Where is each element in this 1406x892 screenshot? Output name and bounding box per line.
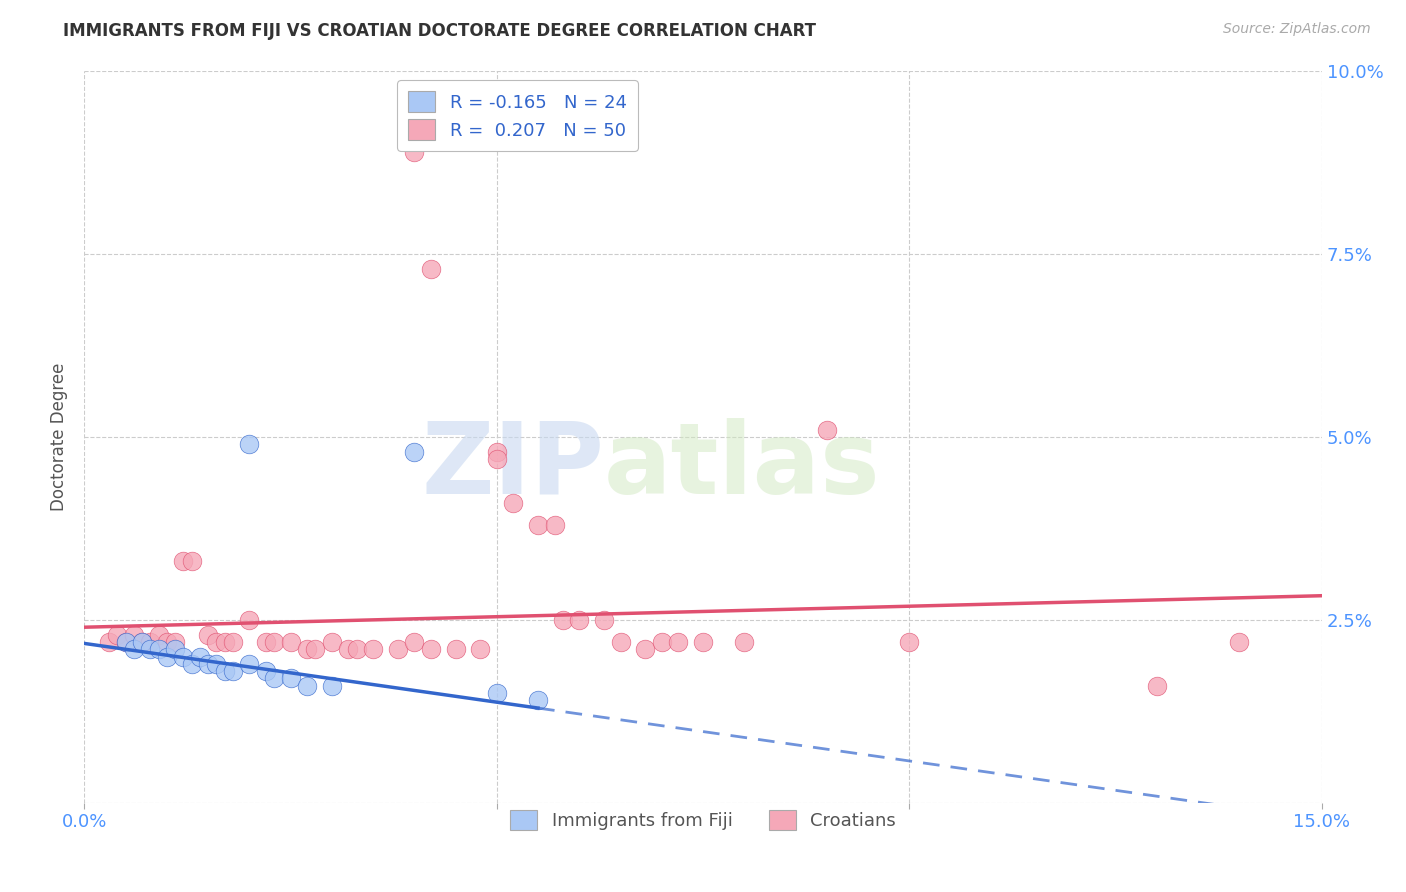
Point — [280, 635, 302, 649]
Point — [172, 554, 194, 568]
Text: ZIP: ZIP — [422, 417, 605, 515]
Point — [485, 444, 508, 458]
Text: IMMIGRANTS FROM FIJI VS CROATIAN DOCTORATE DEGREE CORRELATION CHART: IMMIGRANTS FROM FIJI VS CROATIAN DOCTORA… — [63, 22, 817, 40]
Point — [361, 642, 384, 657]
Point — [205, 657, 228, 671]
Point — [502, 496, 524, 510]
Point — [263, 635, 285, 649]
Text: atlas: atlas — [605, 417, 880, 515]
Point — [295, 642, 318, 657]
Point — [172, 649, 194, 664]
Point — [304, 642, 326, 657]
Point — [214, 635, 236, 649]
Y-axis label: Doctorate Degree: Doctorate Degree — [51, 363, 69, 511]
Point — [197, 657, 219, 671]
Point — [156, 635, 179, 649]
Point — [527, 517, 550, 532]
Point — [222, 635, 245, 649]
Point — [165, 642, 187, 657]
Point — [238, 437, 260, 451]
Point — [485, 686, 508, 700]
Point — [205, 635, 228, 649]
Point — [898, 635, 921, 649]
Point — [593, 613, 616, 627]
Point — [139, 642, 162, 657]
Point — [337, 642, 360, 657]
Point — [238, 613, 260, 627]
Point — [280, 672, 302, 686]
Point — [485, 452, 508, 467]
Point — [122, 627, 145, 641]
Point — [634, 642, 657, 657]
Point — [122, 642, 145, 657]
Point — [692, 635, 714, 649]
Point — [180, 554, 202, 568]
Point — [165, 635, 187, 649]
Point — [180, 657, 202, 671]
Point — [222, 664, 245, 678]
Point — [98, 635, 121, 649]
Point — [1227, 635, 1250, 649]
Point — [404, 635, 426, 649]
Point — [1146, 679, 1168, 693]
Point — [131, 635, 153, 649]
Point — [214, 664, 236, 678]
Point — [156, 649, 179, 664]
Point — [733, 635, 755, 649]
Point — [387, 642, 409, 657]
Legend: Immigrants from Fiji, Croatians: Immigrants from Fiji, Croatians — [503, 803, 903, 838]
Point — [197, 627, 219, 641]
Point — [568, 613, 591, 627]
Point — [295, 679, 318, 693]
Point — [263, 672, 285, 686]
Point — [114, 635, 136, 649]
Point — [131, 635, 153, 649]
Point — [254, 664, 277, 678]
Point — [609, 635, 631, 649]
Text: Source: ZipAtlas.com: Source: ZipAtlas.com — [1223, 22, 1371, 37]
Point — [404, 444, 426, 458]
Point — [551, 613, 574, 627]
Point — [444, 642, 467, 657]
Point — [666, 635, 689, 649]
Point — [114, 635, 136, 649]
Point — [139, 635, 162, 649]
Point — [419, 261, 441, 276]
Point — [254, 635, 277, 649]
Point — [321, 679, 343, 693]
Point — [148, 642, 170, 657]
Point — [815, 423, 838, 437]
Point — [527, 693, 550, 707]
Point — [188, 649, 211, 664]
Point — [105, 627, 128, 641]
Point — [470, 642, 492, 657]
Point — [238, 657, 260, 671]
Point — [148, 627, 170, 641]
Point — [419, 642, 441, 657]
Point — [404, 145, 426, 159]
Point — [543, 517, 565, 532]
Point — [346, 642, 368, 657]
Point — [651, 635, 673, 649]
Point — [321, 635, 343, 649]
